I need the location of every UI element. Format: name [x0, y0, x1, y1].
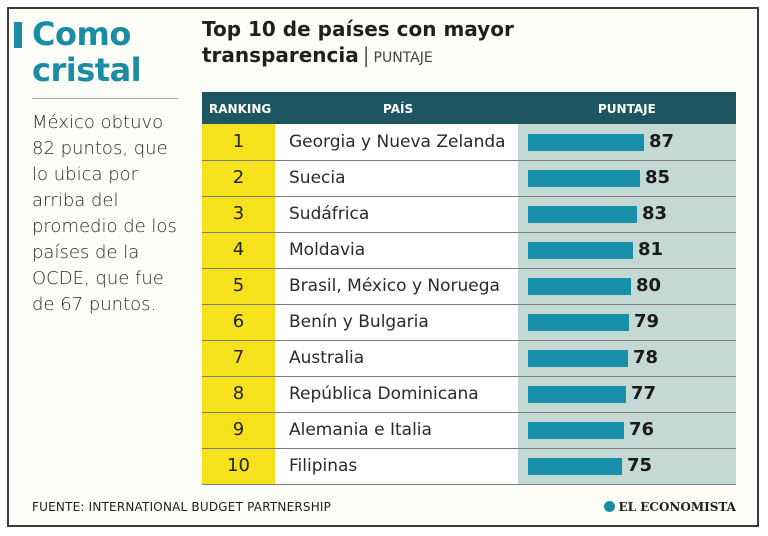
row-divider [202, 340, 736, 341]
score-bar [528, 458, 622, 475]
header-ranking: RANKING [209, 102, 272, 116]
country-label: Suecia [289, 168, 346, 188]
rank-label: 4 [232, 239, 245, 260]
rank-label: 3 [232, 203, 245, 224]
row-divider [202, 196, 736, 197]
rank-label: 6 [232, 311, 245, 332]
score-bar [528, 170, 640, 187]
score-value-label: 80 [636, 275, 662, 296]
chart-title-line2: transparencia | PUNTAJE [202, 42, 514, 71]
row-divider [202, 412, 736, 413]
score-value-label: 87 [649, 131, 675, 152]
score-value-label: 77 [631, 383, 657, 404]
table-row: 4 Moldavia 81 [202, 232, 736, 268]
row-divider [202, 376, 736, 377]
country-label: Australia [289, 348, 365, 368]
score-value-label: 78 [633, 347, 659, 368]
table-row: 5 Brasil, México y Noruega 80 [202, 268, 736, 304]
left-title-line1: Como [32, 15, 131, 53]
table-bottom-rule [202, 484, 736, 485]
country-label: Filipinas [289, 456, 358, 476]
score-bar [528, 350, 628, 367]
score-value-label: 85 [645, 167, 671, 188]
rank-label: 10 [227, 455, 250, 476]
left-title-line2: cristal [32, 51, 142, 89]
country-label: República Dominicana [289, 384, 479, 404]
row-divider [202, 304, 736, 305]
score-bar [528, 242, 633, 259]
score-value-label: 83 [642, 203, 668, 224]
score-value-label: 81 [638, 239, 664, 260]
table-header: RANKING PAÍS PUNTAJE [202, 92, 736, 124]
score-bar [528, 206, 637, 223]
row-divider [202, 160, 736, 161]
score-value-label: 76 [629, 419, 655, 440]
header-country: PAÍS [383, 102, 414, 116]
table-row: 10 Filipinas 75 [202, 448, 736, 484]
rank-label: 2 [232, 167, 245, 188]
country-label: Benín y Bulgaria [289, 312, 429, 332]
table-row: 3 Sudáfrica 83 [202, 196, 736, 232]
chart-title: Top 10 de países con mayor transparencia… [202, 16, 514, 71]
chart-title-line2-text: transparencia [202, 43, 359, 67]
left-description: México obtuvo 82 puntos, que lo ubica po… [32, 112, 177, 315]
table-row: 7 Australia 78 [202, 340, 736, 376]
table-row: 1 Georgia y Nueva Zelanda 87 [202, 124, 736, 160]
table-row: 9 Alemania e Italia 76 [202, 412, 736, 448]
row-divider [202, 268, 736, 269]
rank-label: 5 [232, 275, 245, 296]
score-value-label: 75 [627, 455, 653, 476]
table-row: 8 República Dominicana 77 [202, 376, 736, 412]
chart-title-line1: Top 10 de países con mayor [202, 17, 514, 41]
country-label: Alemania e Italia [289, 420, 432, 440]
country-label: Brasil, México y Noruega [289, 276, 500, 296]
header-score: PUNTAJE [598, 102, 656, 116]
brand-logo: EL ECONOMISTA [603, 500, 736, 514]
title-separator: | [362, 43, 370, 67]
row-divider [202, 448, 736, 449]
table-row: 6 Benín y Bulgaria 79 [202, 304, 736, 340]
rank-label: 7 [232, 347, 245, 368]
score-bar [528, 386, 626, 403]
brand-name: EL ECONOMISTA [618, 500, 736, 514]
score-bar [528, 134, 644, 151]
left-title: Como cristal [32, 15, 142, 89]
table-row: 2 Suecia 85 [202, 160, 736, 196]
country-label: Moldavia [289, 240, 366, 260]
source-note: FUENTE: INTERNATIONAL BUDGET PARTNERSHIP [32, 500, 332, 514]
score-bar [528, 422, 624, 439]
score-bar [528, 314, 629, 331]
row-divider [202, 232, 736, 233]
rank-label: 1 [232, 131, 245, 152]
score-bar [528, 278, 631, 295]
country-label: Georgia y Nueva Zelanda [289, 132, 506, 152]
score-value-label: 79 [634, 311, 660, 332]
brand-icon [603, 501, 615, 512]
country-label: Sudáfrica [289, 204, 370, 224]
accent-bar [14, 22, 22, 48]
rank-label: 9 [232, 419, 245, 440]
rank-label: 8 [232, 383, 245, 404]
chart-unit: PUNTAJE [373, 50, 433, 66]
left-divider [32, 98, 178, 99]
